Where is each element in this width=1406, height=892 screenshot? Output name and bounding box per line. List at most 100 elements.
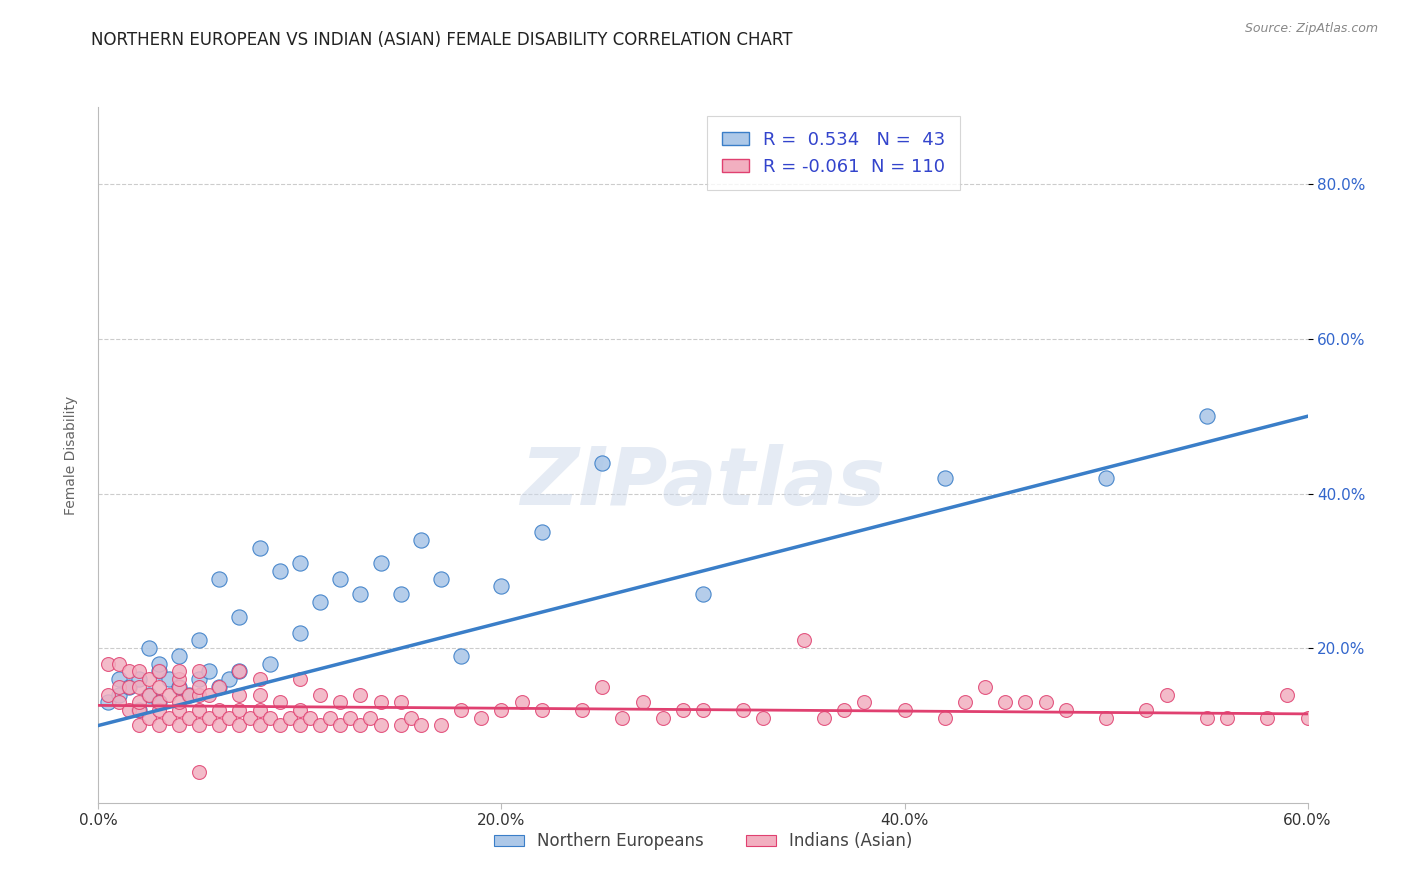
Point (148, 718, 170, 732)
Point (167, 648, 190, 663)
Point (148, 695, 170, 709)
Point (148, 680, 170, 694)
Point (167, 680, 190, 694)
Point (249, 718, 271, 732)
Point (309, 718, 332, 732)
Point (752, 711, 775, 725)
Point (188, 764, 211, 779)
Point (138, 711, 160, 725)
Point (228, 718, 250, 732)
Point (128, 703, 150, 717)
Point (249, 541, 271, 555)
Point (470, 711, 492, 725)
Point (450, 703, 472, 717)
Point (188, 672, 211, 686)
Point (208, 680, 231, 694)
Point (118, 665, 141, 679)
Point (319, 711, 342, 725)
Point (1195, 409, 1218, 424)
Point (128, 680, 150, 694)
Point (97, 688, 120, 702)
Point (269, 718, 291, 732)
Text: NORTHERN EUROPEAN VS INDIAN (ASIAN) FEMALE DISABILITY CORRELATION CHART: NORTHERN EUROPEAN VS INDIAN (ASIAN) FEMA… (91, 31, 793, 49)
Point (1195, 711, 1218, 725)
Point (974, 680, 997, 694)
Point (360, 711, 382, 725)
Point (198, 688, 221, 702)
Point (167, 680, 190, 694)
Point (259, 711, 281, 725)
Point (188, 633, 211, 648)
Point (107, 695, 129, 709)
Point (612, 711, 634, 725)
Point (832, 703, 855, 717)
Point (179, 688, 201, 702)
Point (288, 718, 311, 732)
Point (107, 688, 129, 702)
Point (491, 579, 513, 593)
Point (329, 695, 352, 709)
Point (138, 672, 160, 686)
Point (692, 587, 714, 601)
Legend: Northern Europeans, Indians (Asian): Northern Europeans, Indians (Asian) (486, 826, 920, 857)
Point (198, 711, 221, 725)
Point (148, 657, 170, 671)
Point (994, 695, 1017, 709)
Text: ZIPatlas: ZIPatlas (520, 443, 886, 522)
Point (249, 672, 271, 686)
Point (853, 695, 876, 709)
Point (793, 633, 815, 648)
Point (157, 711, 180, 725)
Point (288, 556, 311, 570)
Point (530, 525, 553, 540)
Point (389, 587, 412, 601)
Point (148, 695, 170, 709)
Point (138, 688, 160, 702)
Point (299, 711, 322, 725)
Point (239, 711, 262, 725)
Point (128, 672, 150, 686)
Point (188, 718, 211, 732)
Point (591, 680, 613, 694)
Point (288, 703, 311, 717)
Point (218, 672, 240, 686)
Point (208, 703, 231, 717)
Point (188, 680, 211, 694)
Point (188, 703, 211, 717)
Point (530, 703, 553, 717)
Point (228, 688, 250, 702)
Point (349, 718, 371, 732)
Point (188, 688, 211, 702)
Point (1156, 688, 1178, 702)
Point (339, 711, 361, 725)
Point (430, 572, 453, 586)
Point (107, 657, 129, 671)
Point (167, 665, 190, 679)
Point (934, 711, 956, 725)
Point (228, 665, 250, 679)
Point (692, 703, 714, 717)
Point (228, 610, 250, 624)
Point (733, 703, 755, 717)
Point (1095, 711, 1118, 725)
Point (128, 665, 150, 679)
Point (107, 680, 129, 694)
Point (97, 695, 120, 709)
Point (1296, 711, 1319, 725)
Point (591, 456, 613, 470)
Point (218, 711, 240, 725)
Point (370, 695, 392, 709)
Point (1256, 711, 1278, 725)
Point (167, 672, 190, 686)
Point (167, 718, 190, 732)
Point (118, 680, 141, 694)
Point (107, 672, 129, 686)
Point (510, 695, 533, 709)
Point (208, 680, 231, 694)
Point (893, 703, 915, 717)
Point (953, 695, 976, 709)
Point (450, 648, 472, 663)
Point (167, 703, 190, 717)
Point (571, 703, 593, 717)
Point (288, 625, 311, 640)
